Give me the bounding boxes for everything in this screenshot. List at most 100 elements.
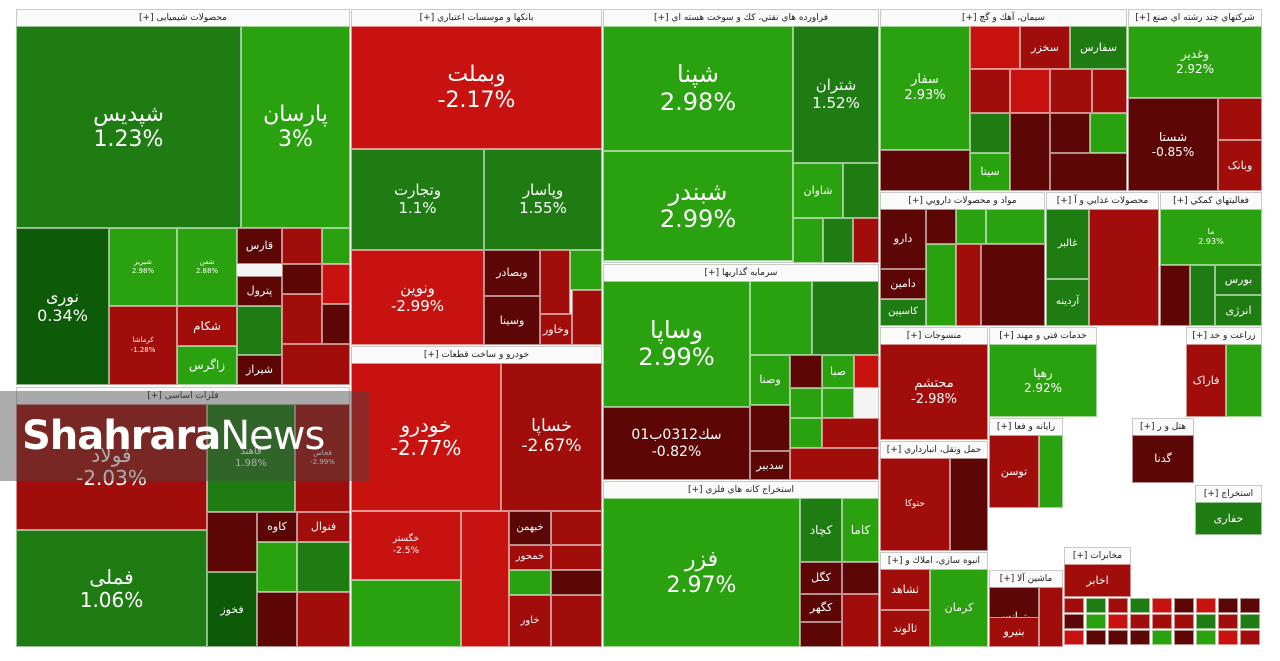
stock-tile[interactable]: فنوال (297, 512, 350, 542)
stock-tile[interactable]: کگهر (800, 594, 842, 622)
stock-tile[interactable]: ثشاهد (880, 569, 930, 610)
stock-tile[interactable]: فاراک (1186, 344, 1226, 417)
minor-stock-tile[interactable] (1010, 69, 1050, 113)
minor-stock-tile[interactable] (1086, 614, 1106, 629)
stock-tile[interactable]: خاور (509, 595, 551, 647)
stock-tile[interactable]: کگل (800, 562, 842, 594)
minor-stock-tile[interactable] (351, 580, 461, 647)
minor-stock-tile[interactable] (1108, 614, 1128, 629)
minor-stock-tile[interactable] (1050, 153, 1127, 191)
minor-stock-tile[interactable] (790, 355, 822, 388)
minor-stock-tile[interactable] (1064, 630, 1084, 645)
stock-tile[interactable]: پارسان 3% (241, 26, 350, 228)
stock-tile[interactable]: خساپا -2.67% (501, 363, 602, 511)
minor-stock-tile[interactable] (207, 512, 257, 572)
stock-tile[interactable]: وپاسار 1.55% (484, 149, 602, 250)
minor-stock-tile[interactable] (1010, 113, 1050, 191)
stock-tile[interactable]: کرمان (930, 569, 988, 647)
stock-tile[interactable]: حفاری (1195, 502, 1262, 535)
stock-tile[interactable]: وتجارت 1.1% (351, 149, 484, 250)
stock-tile[interactable]: وخاور (540, 314, 572, 345)
minor-stock-tile[interactable] (853, 218, 879, 263)
minor-stock-tile[interactable] (551, 545, 602, 570)
minor-stock-tile[interactable] (854, 355, 879, 388)
minor-stock-tile[interactable] (1218, 598, 1238, 613)
minor-stock-tile[interactable] (1196, 598, 1216, 613)
stock-tile[interactable]: شپدیس 1.23% (16, 26, 241, 228)
stock-tile[interactable]: پترول (237, 276, 282, 306)
stock-tile[interactable]: کچاد (800, 498, 842, 562)
stock-tile[interactable]: دامین (880, 269, 926, 299)
minor-stock-tile[interactable] (842, 562, 879, 594)
stock-tile[interactable]: خمحور (509, 545, 551, 570)
stock-tile[interactable]: خبهمن (509, 511, 551, 545)
minor-stock-tile[interactable] (1152, 614, 1172, 629)
minor-stock-tile[interactable] (540, 250, 570, 314)
stock-tile[interactable]: بورس (1215, 265, 1262, 295)
stock-tile[interactable]: دارو (880, 209, 926, 269)
stock-tile[interactable]: محتشم -2.98% (880, 344, 988, 440)
minor-stock-tile[interactable] (1130, 614, 1150, 629)
stock-tile[interactable]: سك0312ب01 -0.82% (603, 407, 750, 480)
minor-stock-tile[interactable] (1064, 614, 1084, 629)
minor-stock-tile[interactable] (790, 448, 879, 480)
stock-tile[interactable]: خگستر -2.5% (351, 511, 461, 580)
minor-stock-tile[interactable] (1086, 630, 1106, 645)
minor-stock-tile[interactable] (1108, 630, 1128, 645)
stock-tile[interactable]: قارس (237, 228, 282, 264)
minor-stock-tile[interactable] (842, 594, 879, 647)
minor-stock-tile[interactable] (322, 304, 350, 344)
stock-tile[interactable]: فخاس -2.99% (295, 404, 350, 512)
minor-stock-tile[interactable] (1240, 598, 1260, 613)
minor-stock-tile[interactable] (1092, 69, 1127, 113)
minor-stock-tile[interactable] (1050, 113, 1090, 153)
stock-tile[interactable]: وصنا (750, 355, 790, 405)
stock-tile[interactable]: ثالوند (880, 610, 930, 647)
minor-stock-tile[interactable] (1039, 587, 1063, 647)
minor-stock-tile[interactable] (572, 290, 602, 345)
minor-stock-tile[interactable] (1226, 344, 1262, 417)
minor-stock-tile[interactable] (322, 264, 350, 304)
stock-tile[interactable]: رهپا 2.92% (989, 344, 1097, 417)
stock-tile[interactable]: شتران 1.52% (793, 26, 879, 163)
minor-stock-tile[interactable] (843, 163, 879, 218)
stock-tile[interactable]: سیتا (970, 153, 1010, 191)
stock-tile[interactable]: فاهند 1.98% (207, 404, 295, 512)
minor-stock-tile[interactable] (950, 458, 988, 551)
minor-stock-tile[interactable] (1152, 630, 1172, 645)
stock-tile[interactable]: وبانک (1218, 140, 1262, 191)
minor-stock-tile[interactable] (257, 542, 297, 592)
stock-tile[interactable]: شفن 2.88% (177, 228, 237, 306)
minor-stock-tile[interactable] (1064, 598, 1084, 613)
stock-tile[interactable]: شستا -0.85% (1128, 98, 1218, 191)
minor-stock-tile[interactable] (282, 294, 322, 344)
stock-tile[interactable]: ونوین -2.99% (351, 250, 484, 345)
minor-stock-tile[interactable] (1086, 598, 1106, 613)
stock-tile[interactable]: نوری 0.34% (16, 228, 109, 385)
stock-tile[interactable]: غالبر (1046, 209, 1089, 279)
minor-stock-tile[interactable] (282, 228, 322, 264)
minor-stock-tile[interactable] (297, 542, 350, 592)
minor-stock-tile[interactable] (1130, 630, 1150, 645)
minor-stock-tile[interactable] (1089, 209, 1159, 326)
minor-stock-tile[interactable] (880, 150, 970, 191)
minor-stock-tile[interactable] (551, 570, 602, 595)
minor-stock-tile[interactable] (1190, 265, 1215, 326)
minor-stock-tile[interactable] (956, 244, 981, 326)
minor-stock-tile[interactable] (461, 511, 509, 647)
minor-stock-tile[interactable] (823, 218, 853, 263)
minor-stock-tile[interactable] (800, 622, 842, 647)
minor-stock-tile[interactable] (750, 281, 812, 355)
stock-tile[interactable]: بنیرو (989, 617, 1039, 647)
stock-tile[interactable]: کرماشا -1.28% (109, 306, 177, 385)
minor-stock-tile[interactable] (297, 592, 350, 647)
stock-tile[interactable]: وسینا (484, 296, 540, 345)
minor-stock-tile[interactable] (1240, 630, 1260, 645)
minor-stock-tile[interactable] (1039, 435, 1063, 508)
stock-tile[interactable]: اخابر (1064, 564, 1131, 597)
minor-stock-tile[interactable] (956, 209, 986, 244)
minor-stock-tile[interactable] (570, 250, 602, 290)
minor-stock-tile[interactable] (1218, 630, 1238, 645)
minor-stock-tile[interactable] (282, 264, 322, 294)
minor-stock-tile[interactable] (1050, 69, 1092, 113)
